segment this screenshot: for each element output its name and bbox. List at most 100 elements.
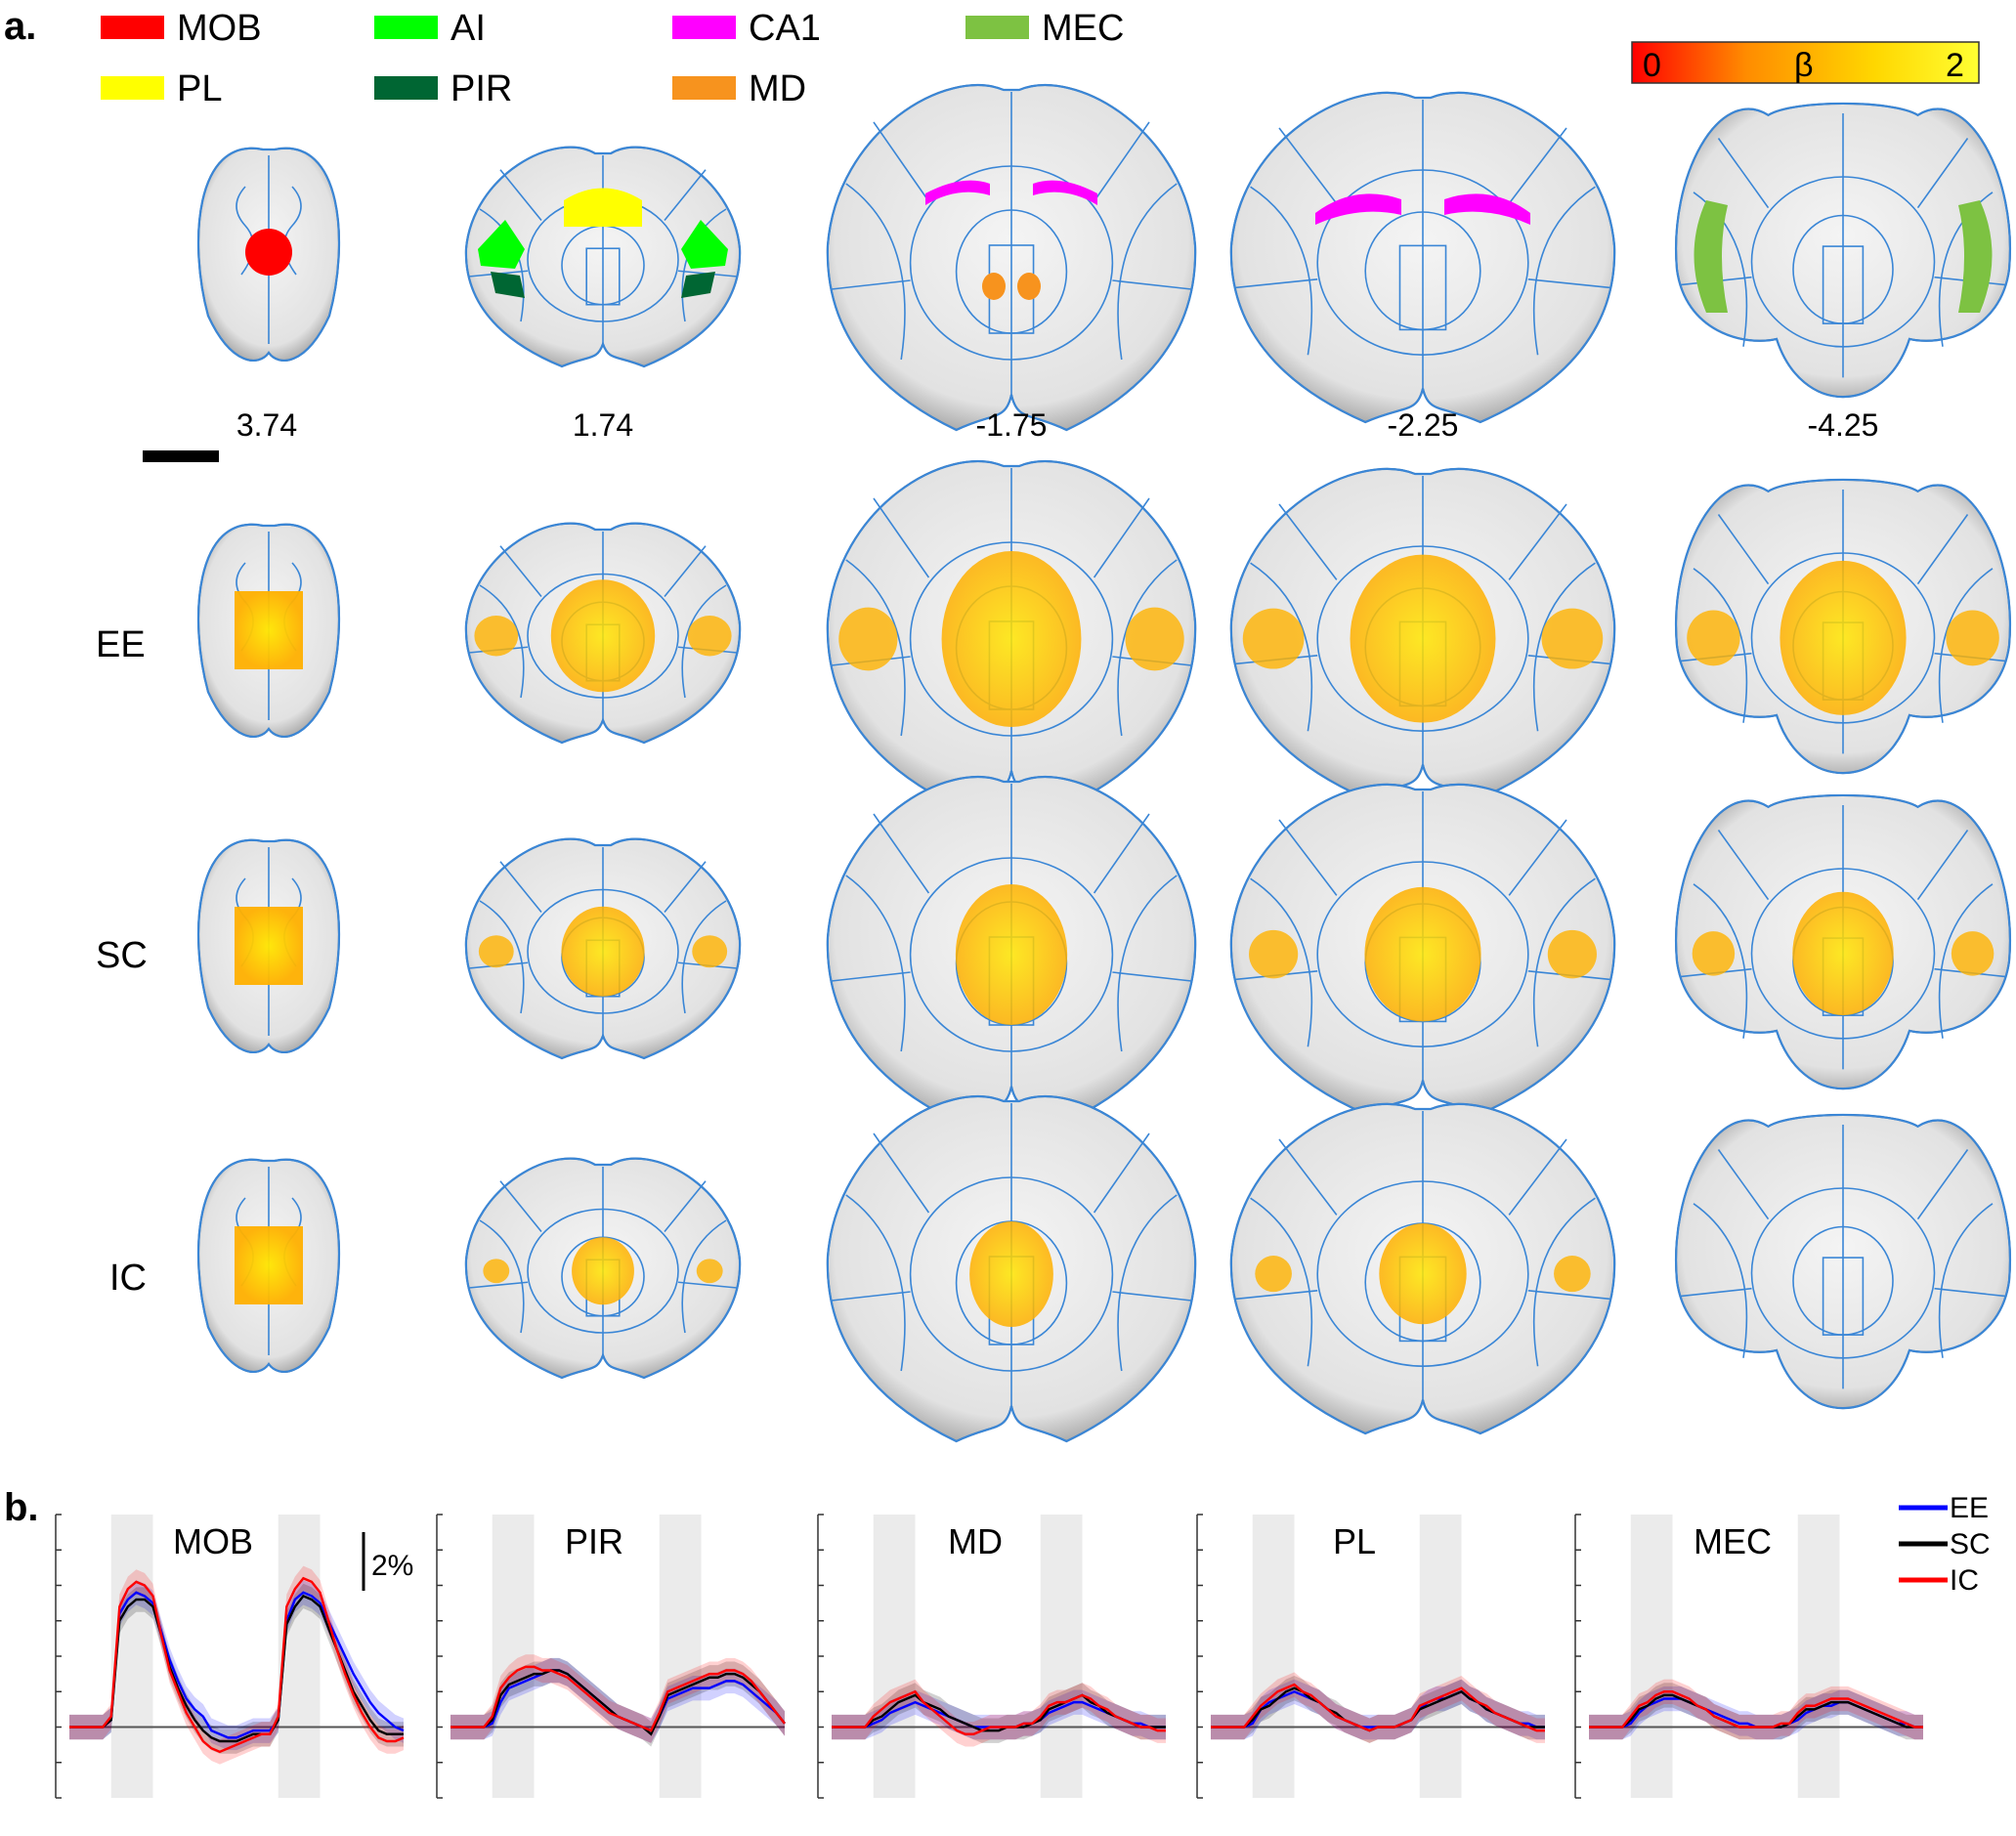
overlay <box>235 591 303 669</box>
roi-ca1-right <box>1444 193 1530 225</box>
series-line-ic <box>1589 1690 1923 1729</box>
activation-blob <box>235 907 303 985</box>
overlay <box>1255 1223 1591 1325</box>
overlay <box>969 1221 1053 1327</box>
atlas-outline <box>464 522 742 745</box>
overlay <box>235 1226 303 1304</box>
brain-section <box>1675 1113 2011 1410</box>
overlay <box>474 579 732 693</box>
brain-section <box>464 146 742 368</box>
legend-swatch-mec <box>965 16 1029 39</box>
roi-mec-right <box>1958 200 1993 313</box>
stimulus-block <box>873 1515 916 1798</box>
overlay <box>1694 200 1993 313</box>
activation-blob <box>1946 610 1999 666</box>
region-legend: MOB AI CA1 MEC PL PIR MD <box>101 8 1124 109</box>
section-coordinates: 3.74 1.74 -1.75 -2.25 -4.25 <box>236 407 1879 443</box>
activation-blob <box>1780 560 1907 715</box>
activation-blob <box>1125 607 1184 671</box>
percent-scale-label: 2% <box>371 1550 413 1582</box>
atlas-outline <box>826 460 1197 808</box>
overlay <box>955 884 1068 1025</box>
activation-blob <box>838 607 898 671</box>
brain-section <box>826 776 1197 1124</box>
legend-label-ai: AI <box>450 8 486 49</box>
brain-section <box>1229 784 1616 1116</box>
legend-label-pir: PIR <box>450 68 512 109</box>
activation-blob <box>235 591 303 669</box>
colorbar-mid-label: β <box>1794 47 1814 84</box>
atlas-outline <box>1229 92 1616 424</box>
atlas-region-boundaries <box>1680 1125 2006 1389</box>
overlay <box>483 1237 723 1305</box>
row-label-ic: IC <box>109 1258 147 1299</box>
sem-band-sc <box>832 1683 1166 1743</box>
legend-swatch-pl <box>101 76 164 100</box>
roi-pir-right <box>681 272 715 298</box>
sem-band-ic <box>1211 1672 1545 1743</box>
atlas-outline <box>1675 102 2011 399</box>
activation-blob <box>969 1221 1053 1327</box>
overlay <box>478 906 728 997</box>
activation-blob <box>235 1226 303 1304</box>
atlas-outline <box>1675 478 2011 775</box>
brain-section <box>464 1157 742 1380</box>
sem-band-ee <box>450 1657 785 1743</box>
roi-md-right <box>1017 273 1041 300</box>
subplot-title: PL <box>1333 1521 1376 1561</box>
brain-section <box>826 460 1197 808</box>
activation-blob <box>572 1237 634 1305</box>
timecourse-subplot: PIR <box>436 1514 786 1799</box>
series-line-ic <box>832 1689 1166 1735</box>
panel-a-label: a. <box>4 5 36 48</box>
legend-label-mec: MEC <box>1042 8 1124 49</box>
atlas-outline <box>1675 793 2011 1090</box>
stimulus-block <box>659 1515 702 1798</box>
atlas-outline <box>826 1095 1197 1443</box>
overlay <box>838 551 1184 727</box>
brain-section <box>196 523 341 739</box>
stimulus-block <box>1419 1515 1462 1798</box>
timecourse-subplot: MEC <box>1574 1514 1923 1799</box>
legend-swatch-ca1 <box>672 16 736 39</box>
overlay <box>1242 554 1604 723</box>
stimulus-block <box>278 1515 321 1798</box>
atlas-outline <box>196 1158 341 1374</box>
subplot-title: MEC <box>1694 1521 1772 1561</box>
activation-blob <box>941 551 1082 727</box>
panel-b-label: b. <box>4 1486 39 1529</box>
series-line-ic <box>1211 1683 1545 1732</box>
roi-mec-left <box>1694 200 1728 313</box>
activation-blob <box>1692 931 1736 976</box>
activation-blob <box>1792 891 1894 1016</box>
roi-mob <box>245 229 292 276</box>
scale-bar <box>143 450 219 462</box>
timecourse-subplot: MD <box>817 1514 1166 1799</box>
overlay <box>1687 560 1999 715</box>
activation-blob <box>1364 886 1481 1022</box>
roi-ai-right <box>681 220 728 269</box>
colorbar-min-label: 0 <box>1643 47 1661 84</box>
roi-ca1-right <box>1033 180 1097 205</box>
row-label-ee: EE <box>96 624 146 665</box>
activation-blob <box>561 906 645 997</box>
atlas-outline <box>464 837 742 1060</box>
brain-section <box>826 1095 1197 1443</box>
sem-band-ee <box>69 1580 404 1751</box>
legend-label-mob: MOB <box>177 8 262 49</box>
atlas-outline <box>196 838 341 1054</box>
legend-swatch-pir <box>374 76 438 100</box>
stimulus-block <box>110 1515 153 1798</box>
brain-section <box>1675 102 2011 399</box>
overlay <box>1249 886 1597 1022</box>
brain-section <box>1229 468 1616 800</box>
section-coordinate: -4.25 <box>1808 407 1879 443</box>
activation-blob <box>1554 1256 1591 1293</box>
brain-section <box>826 84 1197 432</box>
activation-blob <box>478 935 514 968</box>
activation-blob <box>955 884 1068 1025</box>
timecourse-subplot: PL <box>1196 1514 1545 1799</box>
activation-blob <box>1249 929 1299 979</box>
row-label-sc: SC <box>96 935 148 976</box>
timecourse-subplot: MOB <box>55 1514 405 1799</box>
